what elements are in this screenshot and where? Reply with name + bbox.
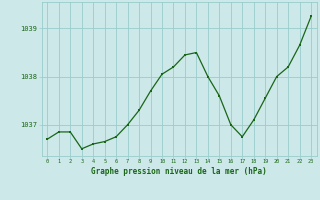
X-axis label: Graphe pression niveau de la mer (hPa): Graphe pression niveau de la mer (hPa) xyxy=(91,167,267,176)
